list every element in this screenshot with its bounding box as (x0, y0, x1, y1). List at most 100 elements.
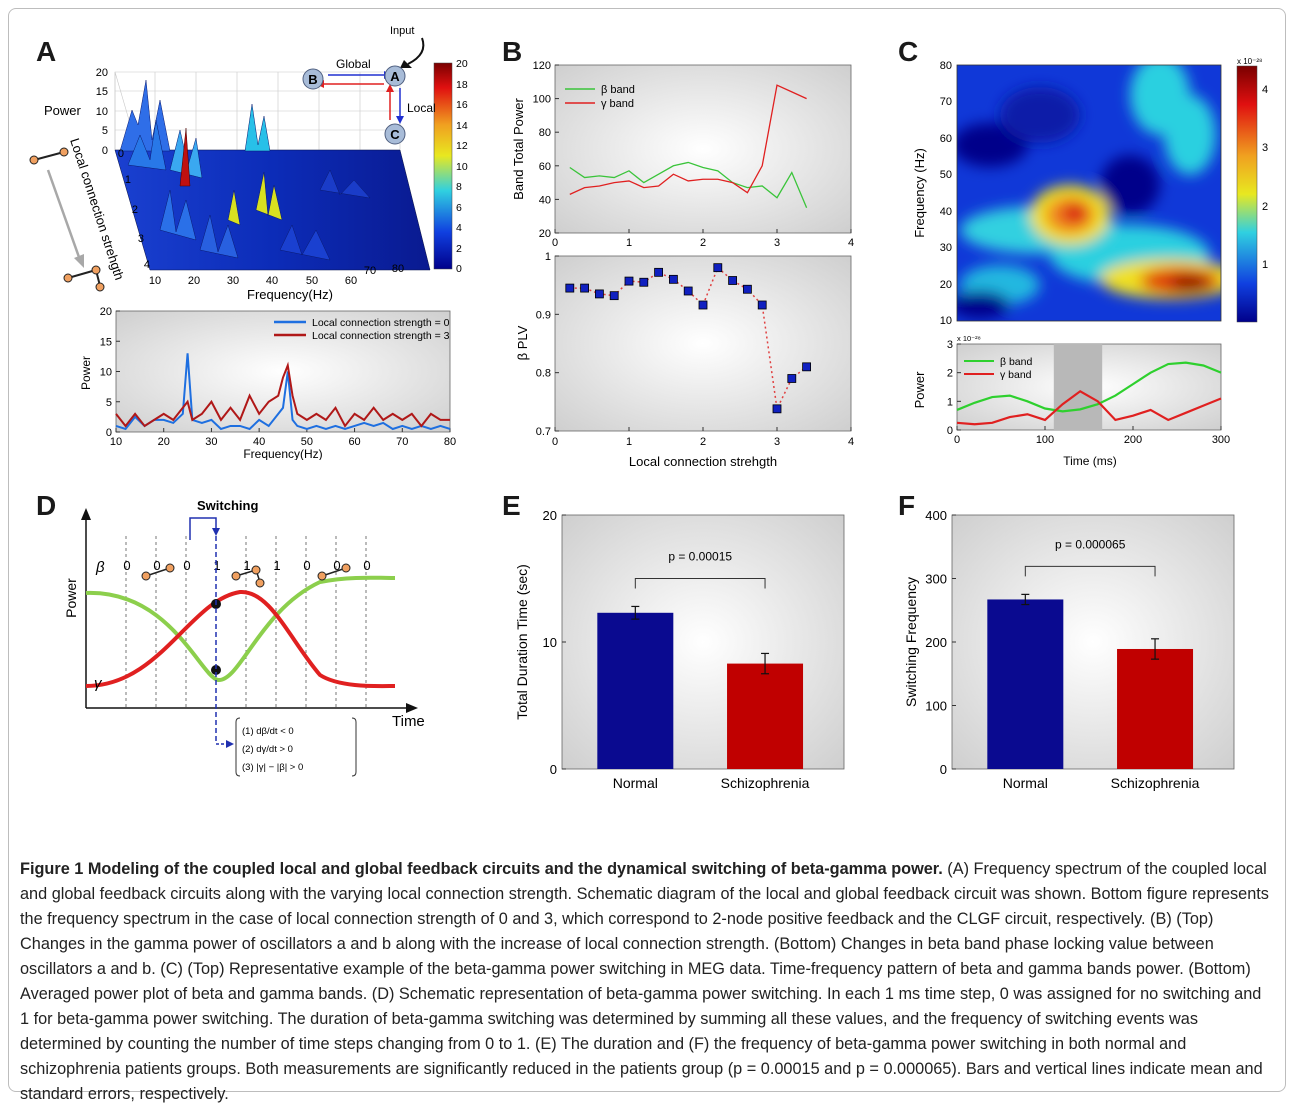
svg-text:1: 1 (125, 174, 131, 186)
x-tick-label: 20 (158, 436, 170, 448)
panel-label-f: F (898, 490, 916, 521)
svg-text:50: 50 (306, 275, 318, 287)
series-line-1 (569, 84, 807, 195)
y-tick-label: 100 (533, 94, 551, 106)
panel-a-spectrum-chart: 10 20 30 40 50 60 70 80 0 5 10 15 20 Power Frequency… (79, 306, 456, 460)
heatmap-y-label: Frequency (Hz) (912, 148, 927, 238)
input-arrow (407, 37, 425, 65)
y-tick-label: 1 (545, 251, 551, 263)
svg-text:20: 20 (940, 279, 952, 291)
panel-label-e: E (502, 490, 521, 521)
d-time-steps (125, 536, 367, 708)
heatmap-colorbar (1236, 65, 1258, 323)
y-tick-label: 2 (947, 368, 953, 380)
x-tick-label: 4 (848, 237, 854, 249)
svg-text:B: B (308, 72, 317, 87)
strong-connection-icon (63, 265, 105, 292)
x-tick-label: 1 (626, 237, 632, 249)
weak-connection-icon-d1 (141, 563, 175, 581)
series-line-0 (115, 353, 451, 431)
svg-text:70: 70 (940, 96, 952, 108)
plv-point (728, 276, 738, 285)
y-tick-label: 15 (100, 336, 112, 348)
x-tick-label: 100 (1036, 434, 1054, 446)
d-y-label: Power (63, 578, 79, 618)
legend-series-1: Local connection strength = 3 (312, 330, 450, 342)
y-tick-label: 0.7 (536, 426, 551, 438)
panel-label-b: B (502, 36, 523, 67)
surface-z-ticks: 20 15 10 5 0 (96, 67, 108, 157)
plv-plot-area (554, 255, 852, 432)
duration-y-label: Total Duration Time (sec) (514, 564, 530, 720)
svg-text:C: C (390, 127, 400, 142)
svg-text:4: 4 (144, 259, 150, 271)
plv-point (639, 277, 649, 287)
svg-text:50: 50 (940, 169, 952, 181)
band-power-y-label: Band Total Power (511, 98, 526, 200)
plv-point (580, 283, 589, 293)
y-tick-label: 300 (925, 572, 947, 587)
d-state-values: 0 0 0 1 1 1 0 0 0 (123, 558, 370, 573)
category-label: Schizophrenia (1111, 775, 1200, 791)
spectrum-y-label: Power (79, 356, 93, 390)
beta-symbol: β (95, 559, 105, 576)
svg-text:(3) |γ| − |β| > 0: (3) |γ| − |β| > 0 (242, 762, 303, 773)
plv-point (802, 362, 812, 372)
heatmap-blobs (957, 65, 1221, 319)
y-tick-label: 20 (539, 228, 551, 240)
x-tick-label: 1 (626, 436, 632, 448)
switch-point-beta (211, 665, 221, 675)
plv-point (609, 291, 619, 301)
panel-c-heatmap: Frequency (Hz) 80 70 60 50 40 30 20 10 x… (912, 57, 1268, 327)
svg-text:0: 0 (118, 148, 124, 160)
y-tick-label: 200 (925, 635, 947, 650)
local-label: Local (407, 101, 436, 115)
svg-text:40: 40 (940, 206, 952, 218)
svg-text:0: 0 (303, 558, 310, 573)
surface-y-ticks: 0 1 2 3 4 (118, 148, 150, 271)
panel-a-surface: Power 20 15 10 5 0 0 1 2 3 4 Local conne… (29, 25, 468, 302)
legend-beta-c: β band (1000, 356, 1032, 368)
svg-text:20: 20 (188, 275, 200, 287)
series-line-1 (956, 389, 1222, 426)
strength-arrow (46, 169, 82, 261)
bar-schizophrenia (727, 663, 804, 769)
svg-text:3: 3 (1262, 142, 1268, 154)
power-legend: β band γ band (964, 356, 1032, 381)
plv-x-label: Local connection strehgth (629, 454, 777, 469)
y-tick-label: 400 (925, 508, 947, 523)
d-x-label: Time (392, 713, 425, 730)
x-tick-label: 3 (774, 237, 780, 249)
panel-b-top-chart: 0 1 2 3 4 20 40 60 80 100 120 Band Total Power β b… (511, 60, 854, 249)
svg-text:20: 20 (96, 67, 108, 79)
frequency-y-label: Switching Frequency (903, 577, 919, 707)
panel-d-schematic: Power Time 0 0 0 1 1 1 0 0 0 Switching β… (63, 498, 425, 777)
power-x-label: Time (ms) (1063, 454, 1117, 468)
caption-title: Figure 1 Modeling of the coupled local a… (20, 860, 943, 878)
svg-text:12: 12 (456, 140, 468, 152)
x-tick-label: 0 (954, 434, 960, 446)
svg-text:10: 10 (149, 275, 161, 287)
svg-text:30: 30 (940, 242, 952, 254)
category-label: Normal (613, 775, 658, 791)
node-a (384, 65, 406, 87)
svg-text:2: 2 (456, 243, 462, 255)
surface-x-ticks: 10 20 30 40 50 60 70 80 (149, 263, 404, 287)
svg-text:80: 80 (392, 263, 404, 275)
svg-text:5: 5 (102, 125, 108, 137)
beta-curve (85, 575, 396, 682)
surface-colorbar-ticks: 20 18 16 14 12 10 8 6 4 2 0 (456, 58, 468, 275)
panel-label-d: D (36, 490, 57, 521)
svg-text:40: 40 (266, 275, 278, 287)
plv-point (565, 283, 575, 293)
switching-highlight (1053, 344, 1103, 430)
caption-body: (A) Frequency spectrum of the coupled lo… (20, 860, 1269, 1103)
svg-text:2: 2 (132, 204, 138, 216)
plv-y-label: β PLV (515, 325, 530, 360)
panel-c-power-chart: 0 100 200 300 0 1 2 3 x 10⁻²⁸ Power Time (ms) β… (912, 335, 1230, 468)
heatmap-colorbar-ticks: 4 3 2 1 (1262, 84, 1268, 271)
y-tick-label: 1 (947, 396, 953, 408)
svg-text:10: 10 (96, 106, 108, 118)
x-tick-label: 3 (774, 436, 780, 448)
series-line-0 (956, 361, 1222, 413)
